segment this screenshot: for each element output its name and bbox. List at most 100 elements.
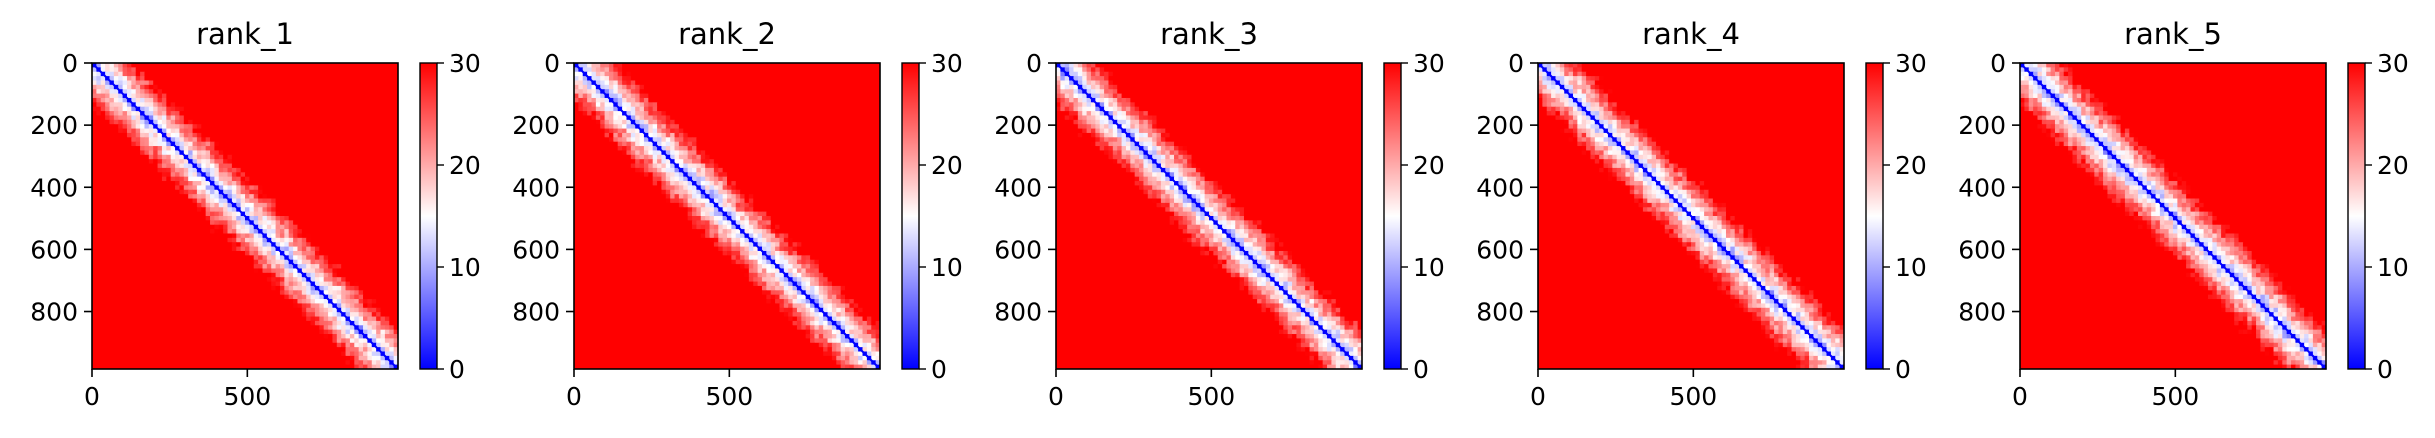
heatmap-cell [126,285,132,291]
heatmap-cell [218,111,224,116]
heatmap-cell [336,106,342,112]
heatmap-cell [205,80,211,86]
heatmap-cell [109,307,115,313]
heatmap-cell [349,63,355,68]
heatmap-cell [126,207,132,213]
heatmap-cell [332,207,338,213]
heatmap-cell [192,264,198,269]
heatmap-cell [140,216,145,221]
heatmap-cell [301,347,307,353]
heatmap-cell [262,172,268,178]
heatmap-cell [183,198,189,204]
heatmap-cell [293,172,298,178]
heatmap-cell [310,242,316,248]
heatmap-cell [175,285,180,291]
heatmap-cell [275,277,281,283]
heatmap-cell [306,146,312,151]
heatmap-cell [275,320,281,326]
heatmap-cell [367,106,373,112]
heatmap-cell [367,250,373,256]
heatmap-cell [231,141,237,147]
heatmap-cell [153,76,159,81]
heatmap-cell [310,176,316,182]
heatmap-cell [332,250,338,256]
heatmap-cell [153,102,159,108]
heatmap-cell [249,194,255,200]
heatmap-cell [179,264,185,269]
heatmap-cell [100,320,106,326]
heatmap-cell [341,360,347,366]
heatmap-cell [328,229,333,234]
heatmap-cell [100,233,106,239]
heatmap-cell [188,128,194,134]
heatmap-cell [214,115,220,121]
heatmap-cell [161,233,167,239]
heatmap-cell [192,89,198,95]
heatmap-cell [301,259,307,265]
heatmap-cell [249,224,255,230]
heatmap-cell [279,277,285,283]
heatmap-cell [358,106,364,112]
heatmap-cell [345,355,351,361]
heatmap-cell [131,220,137,226]
heatmap-cell [349,150,355,156]
heatmap-cell [258,220,263,226]
heatmap-cell [354,102,360,108]
heatmap-cell [179,229,185,234]
heatmap-cell [310,207,316,213]
heatmap-cell [266,172,272,178]
heatmap-cell [393,250,399,256]
heatmap-cell [297,285,303,291]
heatmap-cell [288,176,294,182]
heatmap-cell [196,202,202,208]
heatmap-cell [245,342,250,348]
heatmap-cell [293,198,298,204]
heatmap-cell [288,285,294,291]
heatmap-cell [393,207,399,213]
heatmap-cell [735,63,741,68]
heatmap-cell [100,329,106,335]
heatmap-cell [341,119,347,125]
heatmap-cell [240,150,246,156]
heatmap-cell [140,146,145,151]
heatmap-cell [188,250,194,256]
heatmap-cell [323,250,329,256]
heatmap-cell [245,277,250,283]
heatmap-cell [218,89,224,95]
heatmap-cell [332,351,338,357]
heatmap-cell [105,246,110,252]
heatmap-cell [148,294,154,300]
heatmap-cell [288,355,294,361]
heatmap-cell [367,93,373,99]
heatmap-cell [389,211,395,217]
heatmap-cell [328,137,333,143]
heatmap-cell [157,67,163,73]
heatmap-cell [118,176,124,182]
heatmap-cell [293,150,298,156]
heatmap-cell [183,303,189,309]
heatmap-cell [332,320,338,326]
heatmap-cell [376,76,382,81]
heatmap-cell [218,102,224,108]
heatmap-cell [148,272,154,278]
heatmap-cell [148,277,154,283]
heatmap-cell [188,141,194,147]
heatmap-cell [100,102,106,108]
heatmap-cell [135,97,141,103]
heatmap-cell [153,167,159,173]
heatmap-cell [600,63,606,68]
heatmap-cell [389,89,395,95]
heatmap-cell [148,207,154,213]
heatmap-cell [332,146,338,151]
heatmap-cell [196,89,202,95]
heatmap-cell [166,325,172,331]
heatmap-cell [196,172,202,178]
heatmap-cell [157,320,163,326]
heatmap-cell [314,128,320,134]
heatmap-cell [328,281,333,287]
heatmap-cell [201,237,207,243]
heatmap-cell [323,181,329,186]
heatmap-cell [192,246,198,252]
heatmap-cell [376,233,382,239]
heatmap-cell [271,281,277,287]
